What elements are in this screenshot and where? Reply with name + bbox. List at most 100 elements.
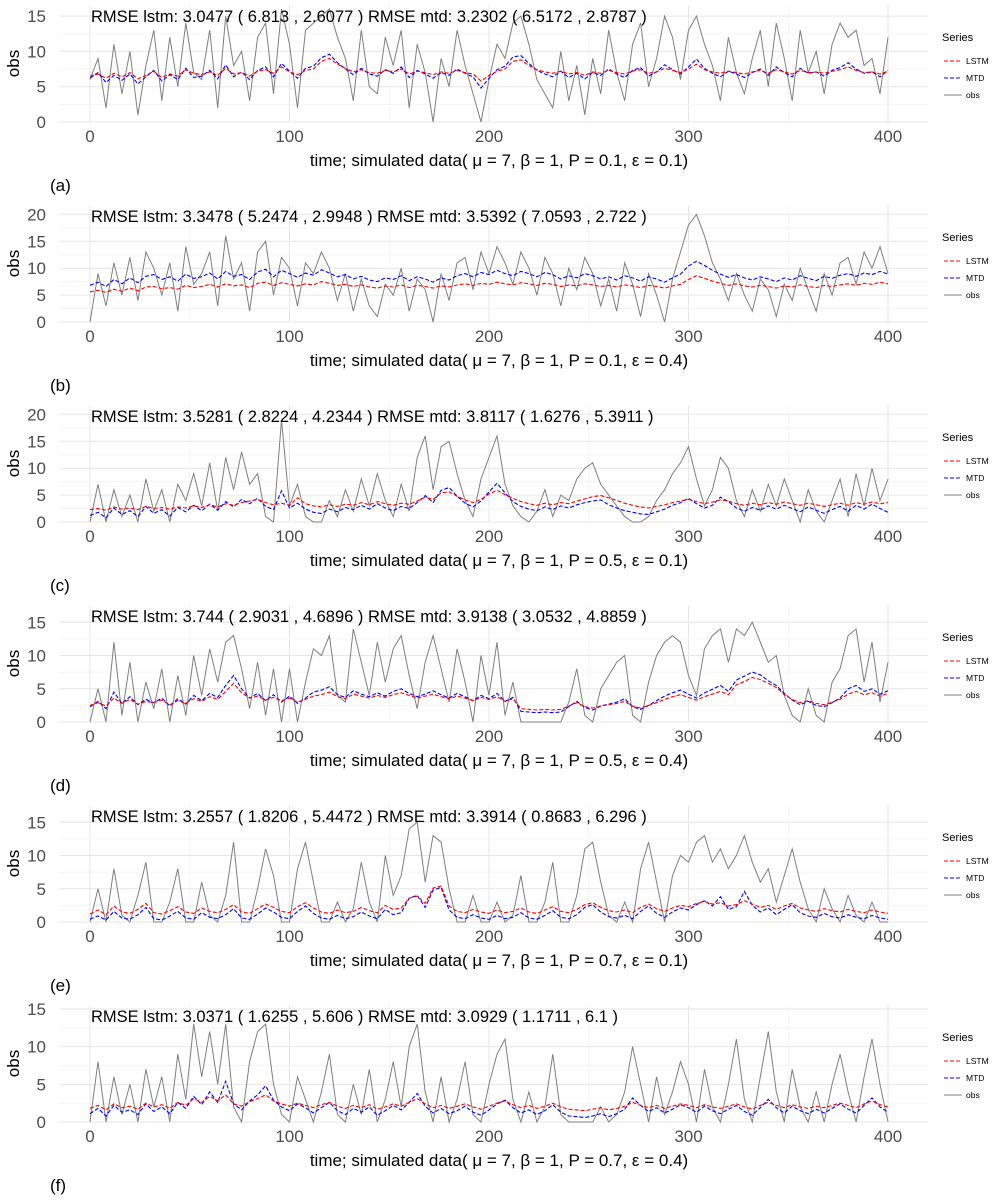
- x-tick-label: 200: [475, 1127, 503, 1146]
- x-tick-label: 300: [674, 927, 702, 946]
- x-tick-label: 100: [275, 927, 303, 946]
- x-tick-label: 200: [475, 127, 503, 146]
- legend-label-lstm: LSTM: [966, 1056, 989, 1066]
- series-line-lstm: [89, 676, 889, 711]
- series-line-obs: [89, 821, 888, 924]
- panel-label: (f): [50, 1176, 66, 1195]
- chart-panel-a: 0 5 10 15 0 100 200 300 400 obs time; simulated da…: [4, 5, 989, 195]
- x-tick-label: 0: [85, 1127, 94, 1146]
- x-tick-label: 200: [475, 927, 503, 946]
- legend-label-obs: obs: [966, 290, 980, 300]
- series-line-lstm: [89, 489, 889, 511]
- legend-label-mtd: MTD: [966, 673, 984, 683]
- legend-label-mtd: MTD: [966, 273, 984, 283]
- x-tick-label: 100: [275, 1127, 303, 1146]
- x-tick-label: 400: [874, 927, 902, 946]
- x-axis-label: time; simulated data( μ = 7, β = 1, P = …: [310, 551, 688, 570]
- y-axis-label: obs: [4, 1050, 23, 1077]
- x-tick-label: 400: [874, 527, 902, 546]
- legend-label-lstm: LSTM: [966, 256, 989, 266]
- rmse-annotation: RMSE lstm: 3.2557 ( 1.8206 , 5.4472 ) RM…: [91, 808, 647, 826]
- y-tick-label: 15: [27, 1000, 46, 1019]
- grid: [60, 5, 928, 123]
- series-line-lstm: [89, 57, 889, 82]
- grid: [60, 405, 928, 523]
- series-line-obs: [89, 621, 889, 723]
- legend-label-obs: obs: [966, 90, 980, 100]
- y-axis-label: obs: [4, 850, 23, 877]
- y-tick-label: 15: [27, 613, 46, 632]
- legend-title: Series: [942, 832, 974, 844]
- series-line-obs: [89, 8, 889, 123]
- grid: [60, 805, 928, 923]
- x-tick-label: 100: [275, 127, 303, 146]
- legend-label-obs: obs: [966, 1090, 980, 1100]
- chart-panel-e: 0 5 10 15 0 100 200 300 400 obs time; simulated da…: [4, 805, 989, 995]
- panel-label: (c): [50, 576, 70, 595]
- y-tick-label: 10: [27, 847, 46, 866]
- x-tick-label: 400: [874, 127, 902, 146]
- y-axis-label: obs: [4, 450, 23, 477]
- rmse-annotation: RMSE lstm: 3.5281 ( 2.8224 , 4.2344 ) RM…: [91, 408, 654, 426]
- series-line-mtd: [89, 260, 889, 288]
- y-tick-label: 0: [37, 713, 46, 732]
- panel-label: (d): [50, 776, 71, 795]
- x-tick-label: 300: [674, 527, 702, 546]
- y-tick-label: 0: [37, 313, 46, 332]
- legend: Series LSTM MTD obs: [942, 832, 989, 900]
- rmse-annotation: RMSE lstm: 3.744 ( 2.9031 , 4.6896 ) RMS…: [91, 608, 647, 626]
- legend: Series LSTM MTD obs: [942, 232, 989, 300]
- series-line-mtd: [89, 53, 889, 90]
- y-tick-label: 0: [37, 113, 46, 132]
- y-tick-label: 5: [37, 1075, 46, 1094]
- x-tick-label: 200: [475, 527, 503, 546]
- y-tick-label: 10: [27, 647, 46, 666]
- rmse-annotation: RMSE lstm: 3.0477 ( 6.813 , 2.6077 ) RMS…: [91, 8, 647, 26]
- series-line-obs: [89, 1023, 889, 1124]
- legend: Series LSTM MTD obs: [942, 432, 989, 500]
- rmse-annotation: RMSE lstm: 3.0371 ( 1.6255 , 5.606 ) RMS…: [91, 1008, 618, 1026]
- x-tick-label: 400: [874, 727, 902, 746]
- legend-label-lstm: LSTM: [966, 656, 989, 666]
- panel-label: (a): [50, 176, 71, 195]
- series-line-mtd: [89, 671, 889, 714]
- legend-label-mtd: MTD: [966, 73, 984, 83]
- legend-title: Series: [942, 632, 974, 644]
- chart-panel-d: 0 5 10 15 0 100 200 300 400 obs time; simulated da…: [4, 605, 989, 795]
- series-line-obs: [89, 213, 889, 323]
- legend-label-obs: obs: [966, 690, 980, 700]
- legend-title: Series: [942, 32, 974, 44]
- series-line-lstm: [89, 885, 889, 916]
- x-tick-label: 0: [85, 727, 94, 746]
- y-tick-label: 5: [37, 880, 46, 899]
- x-axis-label: time; simulated data( μ = 7, β = 1, P = …: [310, 951, 688, 970]
- y-axis-label: obs: [4, 250, 23, 277]
- x-axis-label: time; simulated data( μ = 7, β = 1, P = …: [310, 1151, 688, 1170]
- y-tick-label: 10: [27, 1038, 46, 1057]
- x-tick-label: 300: [674, 1127, 702, 1146]
- legend: Series LSTM MTD obs: [942, 632, 989, 700]
- rmse-annotation: RMSE lstm: 3.3478 ( 5.2474 , 2.9948 ) RM…: [91, 208, 647, 226]
- x-tick-label: 300: [674, 327, 702, 346]
- legend-title: Series: [942, 432, 974, 444]
- x-tick-label: 400: [874, 1127, 902, 1146]
- y-tick-label: 10: [27, 42, 46, 61]
- legend-label-mtd: MTD: [966, 873, 984, 883]
- y-tick-label: 15: [27, 232, 46, 251]
- series-line-lstm: [89, 1094, 889, 1112]
- x-tick-label: 0: [85, 927, 94, 946]
- x-axis-label: time; simulated data( μ = 7, β = 1, P = …: [310, 151, 688, 170]
- x-tick-label: 0: [85, 327, 94, 346]
- legend-title: Series: [942, 1032, 974, 1044]
- x-tick-label: 0: [85, 527, 94, 546]
- x-tick-label: 400: [874, 327, 902, 346]
- x-tick-label: 300: [674, 727, 702, 746]
- legend-label-lstm: LSTM: [966, 56, 989, 66]
- legend-label-lstm: LSTM: [966, 456, 989, 466]
- y-tick-label: 20: [27, 405, 46, 424]
- legend: Series LSTM MTD obs: [942, 1032, 989, 1100]
- panel-label: (b): [50, 376, 71, 395]
- y-tick-label: 10: [27, 459, 46, 478]
